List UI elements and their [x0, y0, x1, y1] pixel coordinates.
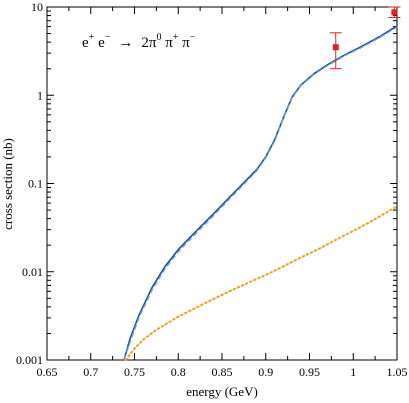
process-rhs-sup1: 0	[156, 32, 161, 43]
process-lhs: e	[82, 35, 89, 51]
series-line-dashed	[123, 26, 398, 361]
x-tick-label: 1	[350, 365, 356, 379]
process-rhs-pi3: π	[178, 35, 190, 51]
data-point	[391, 9, 398, 16]
y-axis-label: cross section (nb)	[0, 138, 15, 230]
process-rhs-sup2: +	[173, 32, 179, 43]
series-line-solid	[123, 25, 398, 361]
y-tick-label: 1	[37, 88, 43, 102]
process-rhs: 2π	[141, 35, 157, 51]
y-tick-label: 10	[31, 0, 43, 14]
process-rhs-sup3: −	[190, 32, 196, 43]
x-axis-label: energy (GeV)	[186, 384, 258, 399]
y-tick-label: 0.1	[28, 177, 43, 191]
y-tick-label: 0.001	[16, 353, 43, 367]
x-tick-label: 0.75	[124, 365, 145, 379]
x-tick-label: 0.85	[212, 365, 233, 379]
x-tick-label: 0.9	[258, 365, 273, 379]
x-tick-label: 1.05	[387, 365, 408, 379]
data-point	[332, 44, 339, 51]
process-arrow: →	[118, 35, 133, 51]
x-tick-label: 0.7	[83, 365, 98, 379]
process-lhs-sup1: +	[89, 32, 95, 43]
x-tick-label: 0.65	[37, 365, 58, 379]
x-tick-label: 0.95	[299, 365, 320, 379]
series-line-dotted	[124, 205, 398, 361]
y-tick-label: 0.01	[22, 265, 43, 279]
x-tick-label: 0.8	[171, 365, 186, 379]
plot-frame	[46, 6, 398, 361]
process-annotation: e+ e− → 2π0 π+ π−	[82, 32, 196, 51]
process-rhs-pi2: π	[161, 35, 173, 51]
process-lhs-sup2: −	[105, 32, 111, 43]
process-lhs-mid: e	[94, 35, 105, 51]
